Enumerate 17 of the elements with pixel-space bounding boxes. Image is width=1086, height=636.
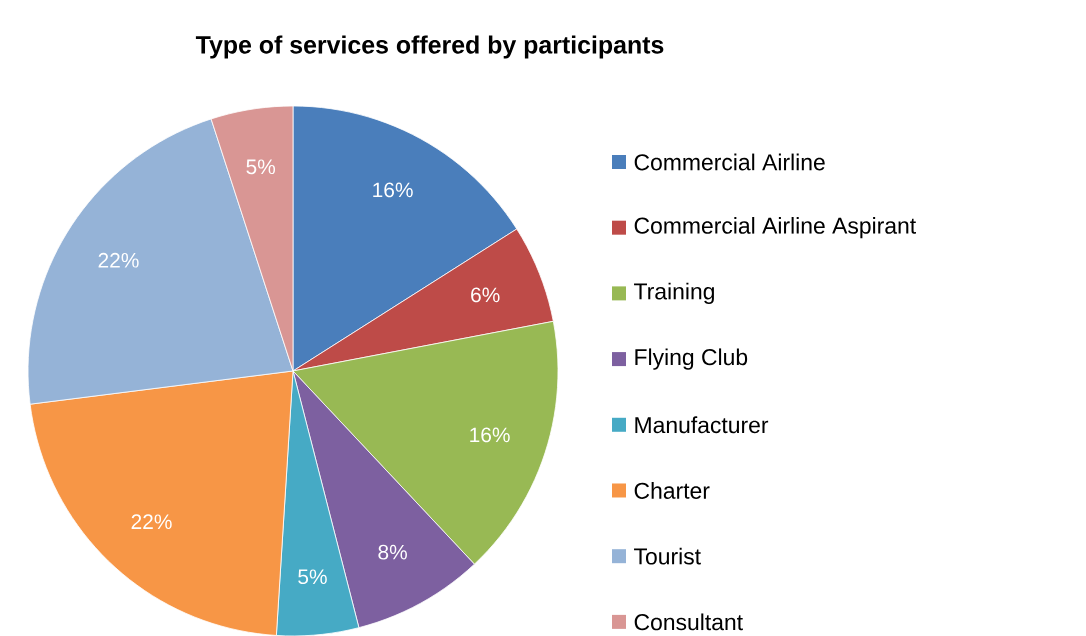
legend-label: Charter: [634, 481, 710, 499]
data-label: 22%: [98, 252, 139, 268]
legend-label: Flying Club: [635, 348, 748, 370]
legend-label: Manufacturer: [635, 416, 769, 433]
data-label: 6%: [471, 287, 500, 303]
data-label: 5%: [246, 159, 276, 174]
legend-label: Consultant: [634, 613, 743, 631]
legend-label: Commercial Airline Aspirant: [634, 216, 916, 239]
data-label: 8%: [378, 544, 407, 560]
legend-label: Training: [634, 282, 714, 304]
data-label: 5%: [298, 569, 327, 584]
data-label: 16%: [373, 182, 413, 198]
data-label: 16%: [470, 427, 510, 443]
chart-title: Type of services offered by participants: [195, 35, 664, 59]
legend-label: Commercial Airline: [634, 153, 825, 171]
legend-label: Tourist: [634, 547, 701, 565]
data-label: 22%: [131, 514, 172, 529]
